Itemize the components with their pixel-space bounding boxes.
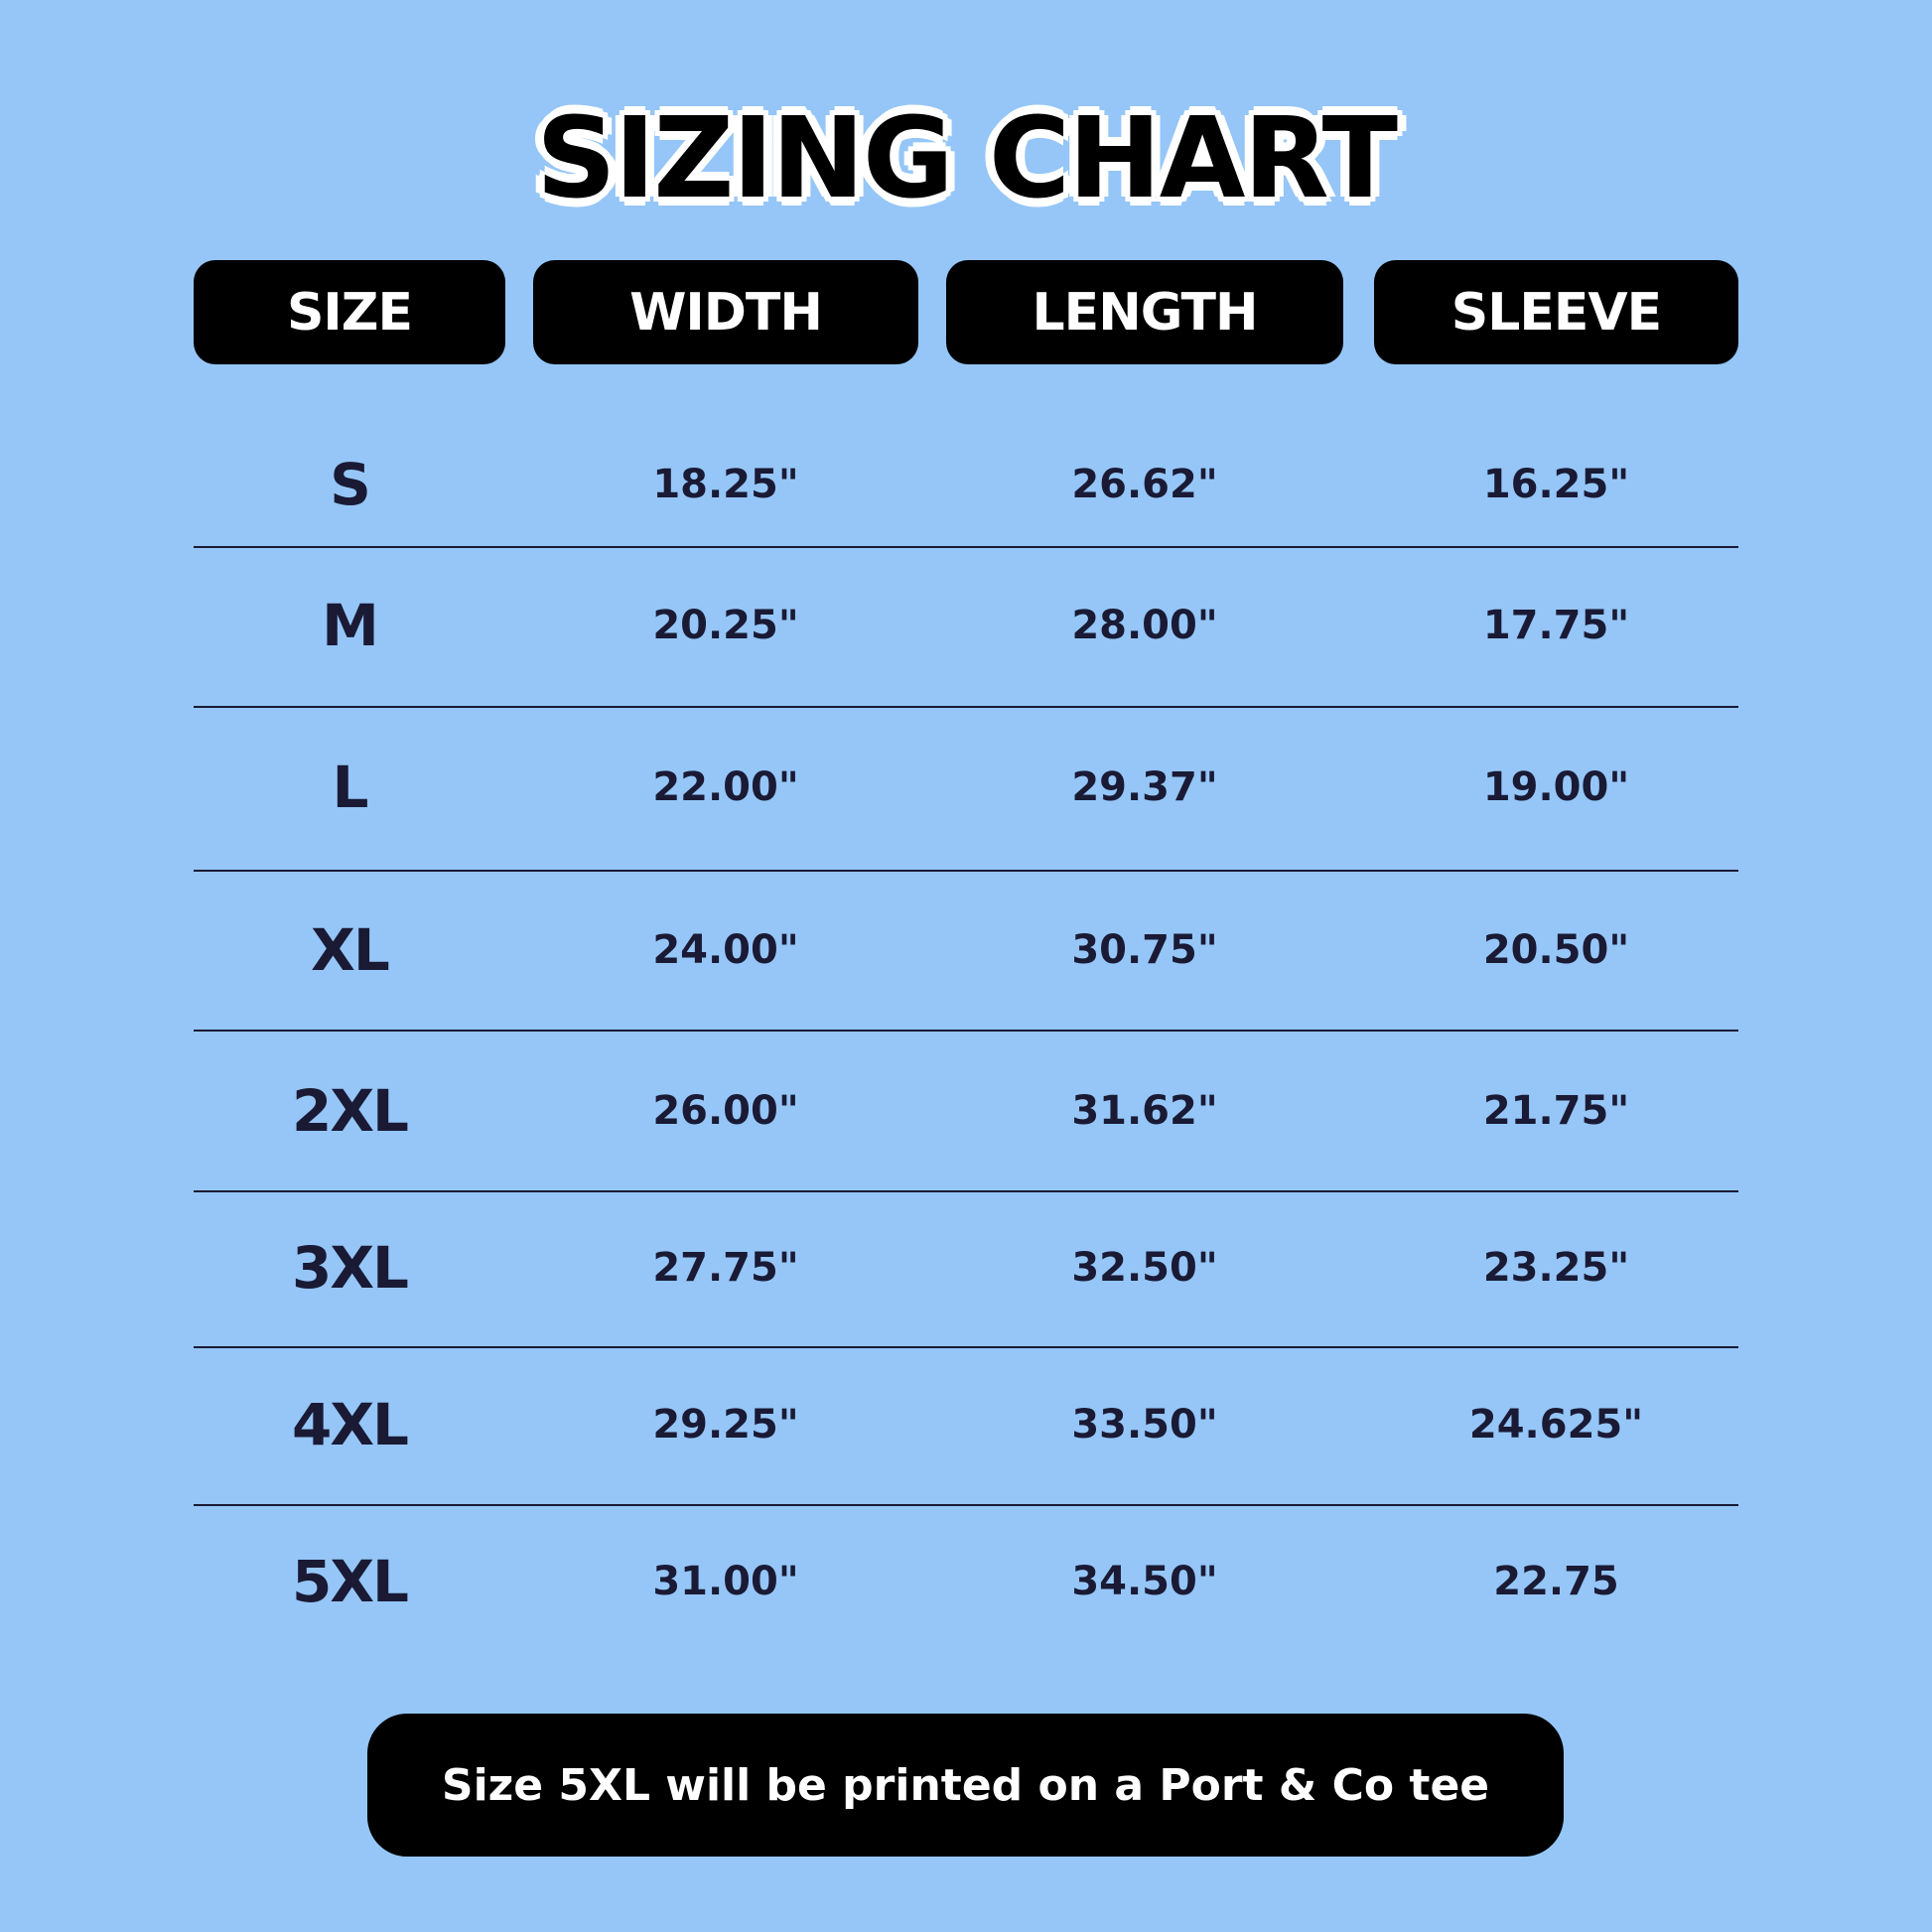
cell-size: 4XL [291, 1391, 409, 1458]
row-divider [194, 546, 1738, 548]
cell-length: 31.62" [1071, 1088, 1218, 1134]
row-divider [194, 870, 1738, 872]
cell-width: 31.00" [652, 1559, 799, 1604]
header-width: WIDTH [533, 260, 918, 364]
cell-length: 33.50" [1071, 1402, 1218, 1448]
cell-size: 3XL [291, 1234, 409, 1302]
cell-size: L [332, 754, 369, 821]
row-divider [194, 1030, 1738, 1032]
cell-length: 28.00" [1071, 603, 1218, 648]
header-size: SIZE [194, 260, 505, 364]
cell-width: 18.25" [652, 462, 799, 507]
cell-length: 26.62" [1071, 462, 1218, 507]
row-divider [194, 1190, 1738, 1192]
row-divider [194, 706, 1738, 708]
cell-length: 29.37" [1071, 764, 1218, 810]
row-divider [194, 1504, 1738, 1506]
cell-size: M [322, 592, 379, 659]
cell-sleeve: 20.50" [1482, 927, 1630, 973]
cell-width: 29.25" [652, 1402, 799, 1448]
cell-width: 20.25" [652, 603, 799, 648]
row-divider [194, 1346, 1738, 1348]
cell-width: 22.00" [652, 764, 799, 810]
cell-length: 30.75" [1071, 927, 1218, 973]
cell-size: 2XL [291, 1077, 409, 1145]
cell-width: 24.00" [652, 927, 799, 973]
cell-size: 5XL [291, 1548, 409, 1615]
cell-size: S [330, 451, 371, 518]
cell-sleeve: 19.00" [1482, 764, 1630, 810]
cell-sleeve: 17.75" [1482, 603, 1630, 648]
cell-length: 32.50" [1071, 1245, 1218, 1291]
page-title: SIZING CHART [535, 94, 1398, 223]
header-length: LENGTH [946, 260, 1343, 364]
cell-sleeve: 23.25" [1482, 1245, 1630, 1291]
cell-width: 27.75" [652, 1245, 799, 1291]
cell-sleeve: 21.75" [1482, 1088, 1630, 1134]
cell-length: 34.50" [1071, 1559, 1218, 1604]
cell-width: 26.00" [652, 1088, 799, 1134]
cell-sleeve: 22.75 [1493, 1559, 1619, 1604]
cell-size: XL [311, 916, 390, 984]
header-sleeve: SLEEVE [1374, 260, 1738, 364]
footer-note: Size 5XL will be printed on a Port & Co … [367, 1714, 1564, 1857]
cell-sleeve: 24.625" [1468, 1402, 1644, 1448]
cell-sleeve: 16.25" [1482, 462, 1630, 507]
